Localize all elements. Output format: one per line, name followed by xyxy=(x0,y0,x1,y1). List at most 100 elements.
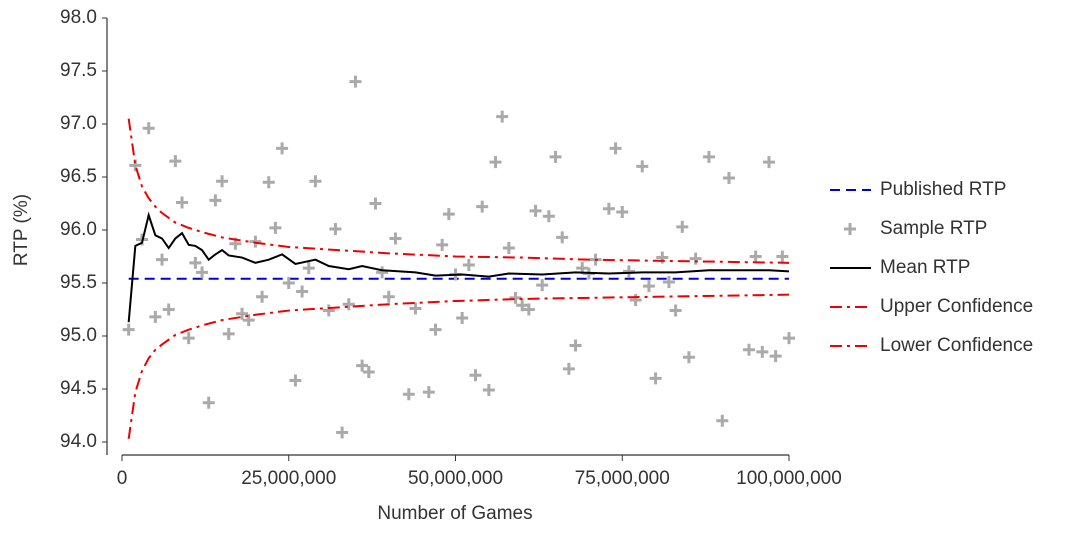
sample-point xyxy=(156,253,169,266)
sample-point xyxy=(529,204,542,217)
series-line xyxy=(127,293,790,439)
sample-point xyxy=(409,302,422,315)
sample-point xyxy=(516,299,529,312)
sample-point xyxy=(369,197,382,210)
y-tick-label: 97.5 xyxy=(60,60,97,81)
sample-point xyxy=(549,150,562,163)
y-tick-label: 94.5 xyxy=(60,378,97,399)
sample-point xyxy=(236,307,249,320)
legend-symbol xyxy=(844,223,856,235)
sample-point xyxy=(242,314,255,327)
sample-point xyxy=(429,323,442,336)
sample-point xyxy=(189,256,202,269)
sample-point xyxy=(469,369,482,382)
y-tick-label: 96.0 xyxy=(60,219,97,240)
x-tick-label: 25,000,000 xyxy=(241,468,336,489)
y-tick-label: 94.0 xyxy=(60,431,97,452)
sample-point xyxy=(616,205,629,218)
sample-point xyxy=(776,250,789,263)
sample-point xyxy=(336,426,349,439)
sample-point xyxy=(489,156,502,169)
sample-point xyxy=(749,250,762,263)
sample-point xyxy=(202,396,215,409)
sample-point xyxy=(342,298,355,311)
sample-point xyxy=(769,350,782,363)
sample-point xyxy=(662,275,675,288)
sample-point xyxy=(496,110,509,123)
sample-point xyxy=(762,156,775,169)
sample-point xyxy=(256,290,269,303)
sample-point xyxy=(282,277,295,289)
sample-point xyxy=(676,220,689,233)
sample-point xyxy=(356,359,369,372)
sample-point xyxy=(689,252,702,265)
sample-point xyxy=(722,172,735,185)
sample-point xyxy=(702,150,715,163)
sample-point xyxy=(402,388,415,401)
sample-point xyxy=(209,194,222,207)
sample-point xyxy=(442,208,455,221)
sample-point xyxy=(522,303,535,316)
legend-label: Lower Confidence xyxy=(880,335,1033,356)
sample-point xyxy=(629,293,642,306)
sample-point xyxy=(216,175,229,188)
y-tick-label: 97.0 xyxy=(60,113,97,134)
sample-point xyxy=(389,232,402,245)
sample-point xyxy=(536,279,549,292)
sample-point xyxy=(169,155,182,168)
sample-point xyxy=(462,258,475,271)
series-line xyxy=(127,211,790,323)
legend-label: Published RTP xyxy=(880,179,1006,200)
sample-point xyxy=(436,238,449,251)
x-tick-label: 50,000,000 xyxy=(408,468,503,489)
sample-point xyxy=(602,202,615,215)
sample-point xyxy=(322,304,335,317)
sample-point xyxy=(376,266,389,279)
sample-point xyxy=(456,311,469,324)
sample-point xyxy=(716,414,729,427)
x-tick-label: 100,000,000 xyxy=(736,468,842,489)
sample-point xyxy=(756,345,769,358)
sample-point xyxy=(669,304,682,317)
legend-label: Sample RTP xyxy=(880,218,987,239)
sample-point xyxy=(262,176,275,189)
legend-label: Mean RTP xyxy=(880,257,970,278)
y-tick-label: 95.0 xyxy=(60,325,97,346)
sample-point xyxy=(476,200,489,213)
sample-point xyxy=(649,372,662,385)
sample-point xyxy=(422,386,435,399)
sample-point xyxy=(149,310,162,323)
sample-point xyxy=(269,221,282,234)
sample-point xyxy=(309,175,322,188)
sample-point xyxy=(556,231,569,244)
sample-point xyxy=(642,280,655,293)
y-axis-title: RTP (%) xyxy=(11,194,32,266)
sample-point xyxy=(276,142,289,155)
sample-point xyxy=(569,339,582,352)
sample-point xyxy=(302,262,315,275)
sample-point xyxy=(682,351,695,364)
sample-point xyxy=(362,366,375,379)
sample-point xyxy=(783,332,795,345)
sample-point xyxy=(636,160,649,173)
sample-point xyxy=(742,343,755,356)
sample-point xyxy=(349,75,362,88)
sample-point xyxy=(176,196,189,209)
sample-point xyxy=(502,242,515,255)
sample-point xyxy=(222,327,235,340)
series-line xyxy=(127,118,790,264)
sample-point xyxy=(196,266,209,279)
sample-point xyxy=(249,235,262,248)
x-axis-title: Number of Games xyxy=(377,503,532,524)
sample-point xyxy=(329,222,342,235)
x-tick-label: 0 xyxy=(117,468,128,489)
sample-point xyxy=(296,285,309,298)
y-tick-label: 96.5 xyxy=(60,166,97,187)
sample-point xyxy=(382,290,395,303)
legend-label: Upper Confidence xyxy=(880,296,1033,317)
y-tick-label: 95.5 xyxy=(60,272,97,293)
sample-point xyxy=(509,291,522,304)
sample-point xyxy=(542,210,555,223)
sample-point xyxy=(122,323,135,336)
